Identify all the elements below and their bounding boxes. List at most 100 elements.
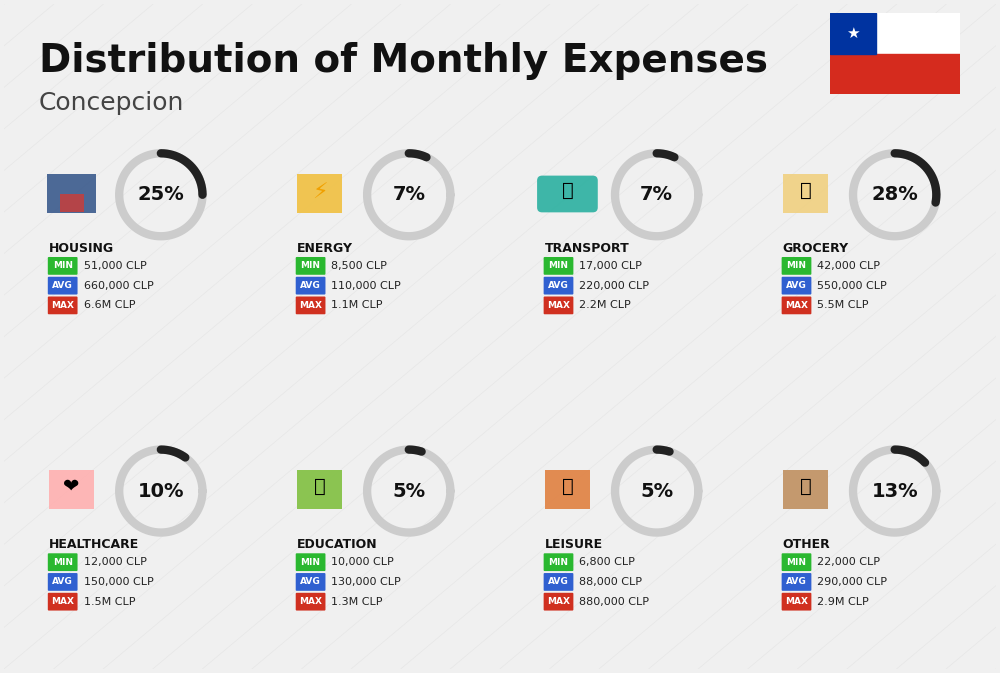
Text: 220,000 CLP: 220,000 CLP (579, 281, 649, 291)
Text: 2.9M CLP: 2.9M CLP (817, 597, 869, 606)
Text: 1.5M CLP: 1.5M CLP (84, 597, 135, 606)
Text: 5.5M CLP: 5.5M CLP (817, 300, 869, 310)
FancyBboxPatch shape (296, 573, 325, 591)
Text: GROCERY: GROCERY (783, 242, 849, 255)
FancyBboxPatch shape (296, 297, 325, 314)
FancyBboxPatch shape (782, 257, 811, 275)
FancyBboxPatch shape (782, 593, 811, 610)
Text: AVG: AVG (52, 577, 73, 586)
FancyBboxPatch shape (296, 593, 325, 610)
FancyBboxPatch shape (537, 176, 598, 213)
Text: MAX: MAX (785, 597, 808, 606)
Text: MIN: MIN (549, 261, 569, 271)
Text: MIN: MIN (787, 261, 807, 271)
Text: MIN: MIN (787, 558, 807, 567)
FancyBboxPatch shape (782, 277, 811, 295)
Text: EDUCATION: EDUCATION (297, 538, 377, 551)
Text: 22,000 CLP: 22,000 CLP (817, 557, 880, 567)
Text: 25%: 25% (137, 185, 184, 205)
Text: HEALTHCARE: HEALTHCARE (49, 538, 139, 551)
FancyBboxPatch shape (48, 593, 78, 610)
FancyBboxPatch shape (48, 553, 78, 571)
Text: 660,000 CLP: 660,000 CLP (84, 281, 153, 291)
Text: 12,000 CLP: 12,000 CLP (84, 557, 146, 567)
Text: AVG: AVG (300, 577, 321, 586)
Text: 88,000 CLP: 88,000 CLP (579, 577, 642, 587)
Text: 5%: 5% (640, 482, 673, 501)
Text: 42,000 CLP: 42,000 CLP (817, 261, 880, 271)
Bar (830, 13, 960, 54)
Bar (830, 54, 960, 94)
Text: TRANSPORT: TRANSPORT (545, 242, 629, 255)
Text: MAX: MAX (299, 301, 322, 310)
Text: 1.1M CLP: 1.1M CLP (331, 300, 383, 310)
Text: 🛒: 🛒 (800, 180, 811, 199)
FancyBboxPatch shape (297, 470, 342, 509)
Text: AVG: AVG (548, 281, 569, 290)
Text: 550,000 CLP: 550,000 CLP (817, 281, 887, 291)
Text: MAX: MAX (547, 597, 570, 606)
Text: MAX: MAX (785, 301, 808, 310)
Bar (830, 13, 876, 54)
Text: AVG: AVG (52, 281, 73, 290)
FancyBboxPatch shape (544, 573, 573, 591)
Text: 8,500 CLP: 8,500 CLP (331, 261, 387, 271)
FancyBboxPatch shape (783, 174, 828, 213)
Text: 130,000 CLP: 130,000 CLP (331, 577, 401, 587)
FancyBboxPatch shape (49, 470, 94, 509)
Text: MIN: MIN (53, 261, 73, 271)
FancyBboxPatch shape (544, 277, 573, 295)
Text: Concepcion: Concepcion (39, 91, 184, 115)
Text: 10%: 10% (138, 482, 184, 501)
Text: ENERGY: ENERGY (297, 242, 353, 255)
Text: 🚌: 🚌 (562, 180, 573, 199)
FancyBboxPatch shape (544, 257, 573, 275)
Text: 7%: 7% (392, 185, 425, 205)
FancyBboxPatch shape (782, 573, 811, 591)
Text: ★: ★ (846, 26, 860, 41)
FancyBboxPatch shape (782, 297, 811, 314)
Text: 10,000 CLP: 10,000 CLP (331, 557, 394, 567)
Text: MAX: MAX (51, 301, 74, 310)
Text: AVG: AVG (548, 577, 569, 586)
FancyBboxPatch shape (48, 257, 78, 275)
Text: MAX: MAX (547, 301, 570, 310)
FancyBboxPatch shape (545, 470, 590, 509)
Text: 6.6M CLP: 6.6M CLP (84, 300, 135, 310)
Text: 290,000 CLP: 290,000 CLP (817, 577, 887, 587)
Text: 110,000 CLP: 110,000 CLP (331, 281, 401, 291)
Text: 🛍️: 🛍️ (562, 477, 573, 496)
FancyBboxPatch shape (544, 553, 573, 571)
Text: MIN: MIN (549, 558, 569, 567)
FancyBboxPatch shape (296, 553, 325, 571)
Text: 2.2M CLP: 2.2M CLP (579, 300, 631, 310)
FancyBboxPatch shape (296, 277, 325, 295)
Text: MIN: MIN (301, 261, 321, 271)
FancyBboxPatch shape (60, 194, 84, 211)
Text: MIN: MIN (53, 558, 73, 567)
Text: 17,000 CLP: 17,000 CLP (579, 261, 642, 271)
Text: LEISURE: LEISURE (545, 538, 603, 551)
Text: 🎓: 🎓 (314, 477, 325, 496)
Text: MAX: MAX (51, 597, 74, 606)
FancyBboxPatch shape (783, 470, 828, 509)
Text: OTHER: OTHER (783, 538, 830, 551)
Text: MIN: MIN (301, 558, 321, 567)
FancyBboxPatch shape (782, 553, 811, 571)
FancyBboxPatch shape (47, 174, 96, 213)
FancyBboxPatch shape (48, 277, 78, 295)
Text: 💰: 💰 (800, 477, 811, 496)
Text: 5%: 5% (392, 482, 425, 501)
Text: 51,000 CLP: 51,000 CLP (84, 261, 146, 271)
Text: 28%: 28% (871, 185, 918, 205)
Text: AVG: AVG (786, 281, 807, 290)
FancyBboxPatch shape (544, 593, 573, 610)
FancyBboxPatch shape (544, 297, 573, 314)
FancyBboxPatch shape (48, 297, 78, 314)
Text: ❤️: ❤️ (63, 477, 80, 496)
FancyBboxPatch shape (297, 174, 342, 213)
Text: ⚡: ⚡ (312, 183, 327, 203)
Text: 6,800 CLP: 6,800 CLP (579, 557, 635, 567)
Text: 13%: 13% (871, 482, 918, 501)
Text: AVG: AVG (300, 281, 321, 290)
